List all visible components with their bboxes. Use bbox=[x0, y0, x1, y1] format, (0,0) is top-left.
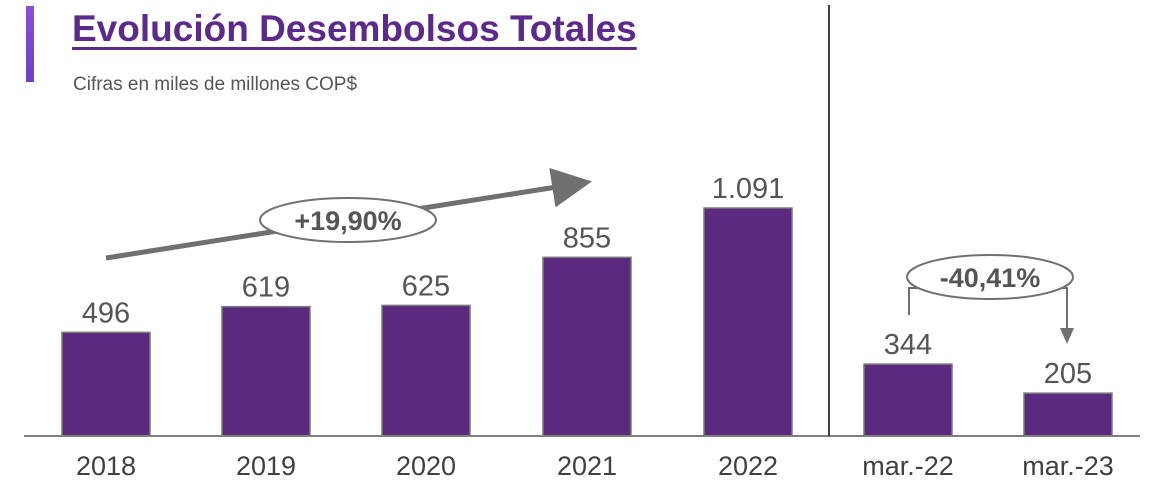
growth-badge bbox=[259, 197, 437, 243]
decline-arrow-head bbox=[1060, 328, 1074, 344]
value-label-mar.-22: 344 bbox=[884, 329, 932, 361]
bar-mar.-22 bbox=[863, 363, 953, 437]
category-label-mar.-22: mar.-22 bbox=[862, 451, 954, 481]
category-label-mar.-23: mar.-23 bbox=[1022, 451, 1114, 481]
value-label-mar.-23: 205 bbox=[1044, 358, 1092, 390]
category-label-2020: 2020 bbox=[396, 451, 456, 481]
chart-subtitle: Cifras en miles de millones COP$ bbox=[73, 74, 358, 95]
category-label-2022: 2022 bbox=[718, 451, 778, 481]
chart-title: Evolución Desembolsos Totales bbox=[72, 8, 637, 49]
bar-2022 bbox=[703, 207, 793, 437]
value-label-2020: 625 bbox=[402, 270, 450, 302]
value-label-2019: 619 bbox=[242, 272, 290, 304]
value-label-2018: 496 bbox=[82, 297, 130, 329]
category-label-2021: 2021 bbox=[557, 451, 617, 481]
decline-badge-label: -40,41% bbox=[940, 263, 1041, 293]
value-label-2021: 855 bbox=[563, 222, 611, 254]
decline-badge bbox=[906, 254, 1074, 300]
bar-2018 bbox=[61, 331, 151, 437]
bar-2021 bbox=[542, 256, 632, 437]
category-label-2019: 2019 bbox=[236, 451, 296, 481]
title-accent-bar bbox=[26, 6, 34, 82]
bar-2019 bbox=[221, 305, 311, 437]
category-label-2018: 2018 bbox=[76, 451, 136, 481]
bar-2020 bbox=[381, 304, 471, 437]
value-label-2022: 1.091 bbox=[712, 173, 785, 205]
bar-mar.-23 bbox=[1023, 392, 1113, 437]
growth-badge-label: +19,90% bbox=[294, 206, 401, 236]
